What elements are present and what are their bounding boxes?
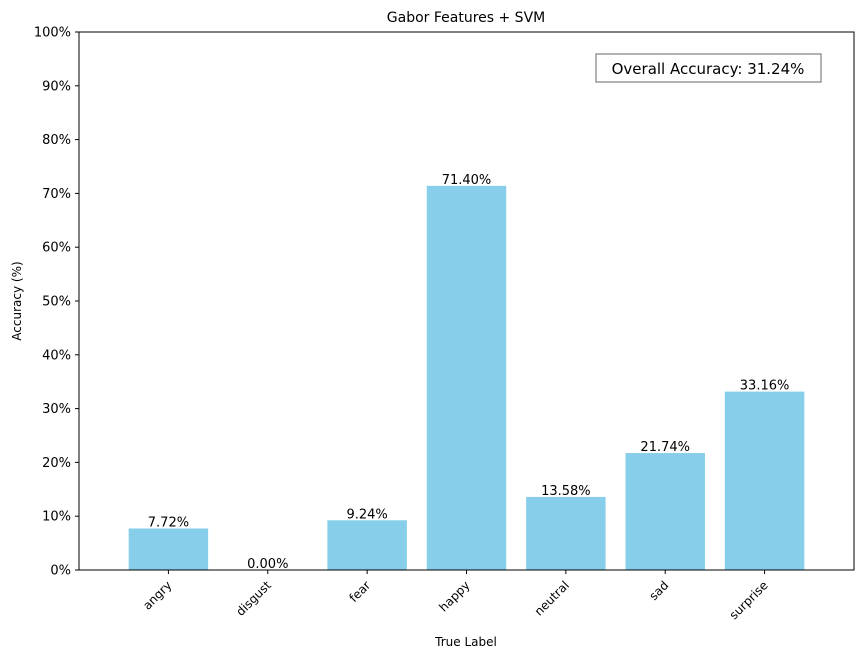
y-tick-label-40: 40%: [42, 348, 71, 363]
chart-title: Gabor Features + SVM: [387, 10, 545, 26]
y-tick-label-50: 50%: [42, 295, 71, 310]
y-axis: 0% 10% 20% 30% 40% 50% 60% 70% 80% 90% 100%: [34, 26, 79, 579]
y-tick-label-10: 10%: [42, 510, 71, 525]
x-tick-label-sad: sad: [646, 578, 671, 603]
y-tick-label-60: 60%: [42, 241, 71, 256]
bar-sad: [625, 453, 705, 570]
overall-accuracy-frame: [595, 53, 822, 83]
x-tick-label-disgust: disgust: [233, 578, 274, 619]
overall-accuracy-text: Overall Accuracy: 31.24%: [612, 60, 805, 78]
y-axis-label: Accuracy (%): [10, 261, 24, 340]
x-tick-label-surprise: surprise: [727, 578, 771, 622]
value-labels-group: 7.72% 0.00% 9.24% 71.40% 13.58% 21.74% 33.16%: [148, 173, 790, 572]
y-tick-label-30: 30%: [42, 402, 71, 417]
y-tick-label-0: 0%: [50, 564, 71, 579]
value-label-happy: 71.40%: [442, 173, 492, 188]
bars-group: [128, 185, 805, 571]
y-tick-label-80: 80%: [42, 133, 71, 148]
y-tick-label-90: 90%: [42, 79, 71, 94]
bar-happy: [426, 185, 507, 571]
value-label-sad: 21.74%: [640, 440, 690, 455]
value-label-disgust: 0.00%: [247, 557, 288, 572]
x-axis-label: True Label: [434, 635, 497, 649]
bar-angry: [128, 528, 209, 570]
y-tick-label-20: 20%: [42, 456, 71, 471]
x-tick-label-angry: angry: [140, 578, 174, 612]
value-label-fear: 9.24%: [346, 507, 387, 522]
value-label-neutral: 13.58%: [541, 484, 591, 499]
bar-fear: [327, 520, 407, 570]
x-tick-label-happy: happy: [436, 578, 472, 614]
y-tick-label-100: 100%: [34, 26, 71, 41]
bar-neutral: [526, 496, 606, 570]
y-tick-label-70: 70%: [42, 187, 71, 202]
overall-accuracy-box: Overall Accuracy: 31.24%: [595, 53, 822, 83]
x-tick-label-neutral: neutral: [532, 578, 572, 618]
value-label-angry: 7.72%: [148, 515, 189, 530]
value-label-surprise: 33.16%: [740, 379, 790, 394]
bar-surprise: [724, 391, 805, 570]
x-axis: angry disgust fear happy neutral sad surprise: [140, 570, 771, 622]
plot-frame: [78, 31, 855, 571]
x-tick-label-fear: fear: [346, 578, 373, 605]
